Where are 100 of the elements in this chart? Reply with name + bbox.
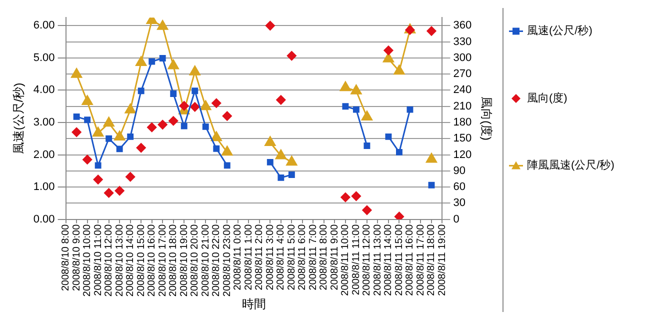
point [350,84,362,94]
point [276,95,286,105]
point [82,154,92,164]
x-axis-title: 時間 [242,297,266,312]
point [147,122,157,132]
x-tick-label: 2008/8/11 12:00 [362,224,373,296]
x-tick-label: 2008/8/10 14:00 [125,224,136,297]
point [106,135,112,142]
x-tick-label: 2008/8/11 15:00 [394,224,405,296]
point [157,20,168,30]
point [266,158,274,166]
x-tick-label: 2008/8/10 20:00 [190,224,201,297]
y-tick-label: 3.00 [33,116,55,129]
legend-label: 風向(度) [527,91,568,104]
y-tick-label: 5.00 [33,52,55,64]
point [192,88,198,94]
y2-tick-label: 210 [453,100,472,112]
point [158,120,168,130]
y2-tick-label: 330 [453,36,472,48]
point [82,95,93,106]
y2-tick-label: 0 [453,213,460,226]
x-tick-label: 2008/8/11 17:00 [415,224,426,296]
point [212,98,222,108]
x-tick-label: 2008/8/10 23:00 [222,224,233,297]
point [340,192,350,202]
point [394,212,404,220]
point [116,146,123,152]
point [394,64,405,75]
point [286,51,296,61]
point [126,172,136,182]
x-tick-label: 2008/8/11 9:00 [329,224,340,290]
point [93,174,103,184]
x-tick-label: 2008/8/11 16:00 [404,224,416,296]
y2-tick-label: 90 [453,164,466,177]
y2-tick-label: 300 [453,52,472,64]
point [426,153,438,163]
x-tick-label: 2008/8/10 21:00 [200,224,212,297]
point [103,116,114,127]
x-tick-label: 2008/8/10 16:00 [146,224,158,297]
point [168,59,179,70]
x-tick-label: 2008/8/10 17:00 [157,224,168,297]
y-tick-label: 0.00 [33,213,55,226]
x-tick-label: 2008/8/10 15:00 [136,224,147,297]
x-tick-label: 2008/8/11 1:00 [243,224,254,290]
point [127,133,134,140]
y2-axis-title: 風向(度) [479,96,494,140]
y-tick-label: 1.00 [33,181,55,194]
y2-tick-label: 60 [453,181,466,194]
x-tick-label: 2008/8/11 3:00 [264,224,276,290]
y2-tick-label: 180 [453,116,472,129]
point [84,116,91,124]
point [213,145,220,152]
y2-tick-label: 240 [453,84,472,96]
point [114,130,126,141]
y-tick-label: 6.00 [33,20,55,32]
x-tick-label: 2008/8/10 13:00 [114,224,126,297]
x-tick-label: 2008/8/10 8:00 [60,224,72,292]
point [190,102,200,112]
point [94,162,102,169]
y2-tick-label: 360 [453,20,472,32]
point [210,131,222,142]
x-tick-label: 2008/8/11 5:00 [286,224,298,290]
point [426,26,436,36]
point [159,55,166,62]
point [405,25,415,35]
point [180,122,188,130]
point [136,143,146,153]
x-tick-label: 2008/8/10 9:00 [71,224,82,292]
point [361,110,372,121]
x-tick-label: 2008/8/10 18:00 [168,224,180,297]
point [384,46,394,56]
point [385,133,392,140]
point [362,205,372,215]
x-tick-label: 2008/8/11 8:00 [318,224,330,290]
legend-label: 風速(公尺/秒) [527,24,592,38]
point [222,111,232,121]
x-tick-label: 2008/8/11 0:00 [232,224,244,290]
x-tick-label: 2008/8/11 10:00 [340,224,352,296]
x-tick-label: 2008/8/10 11:00 [92,224,104,296]
point [265,20,275,30]
point [200,100,212,110]
point [288,172,295,178]
point [168,116,178,126]
point [342,103,349,110]
point [136,56,147,66]
y2-tick-label: 270 [453,68,472,80]
point [340,81,351,92]
point [73,113,80,120]
x-tick-label: 2008/8/11 6:00 [297,224,308,290]
point [428,182,435,188]
x-tick-label: 2008/8/10 19:00 [178,224,190,297]
x-tick-label: 2008/8/11 19:00 [436,224,448,296]
x-tick-label: 2008/8/10 22:00 [211,224,222,297]
point [364,142,370,149]
point [224,162,230,169]
x-tick-label: 2008/8/11 7:00 [308,224,319,290]
point [351,191,361,201]
point [114,186,124,196]
y-tick-label: 4.00 [33,84,55,96]
x-tick-label: 2008/8/11 2:00 [254,224,266,290]
